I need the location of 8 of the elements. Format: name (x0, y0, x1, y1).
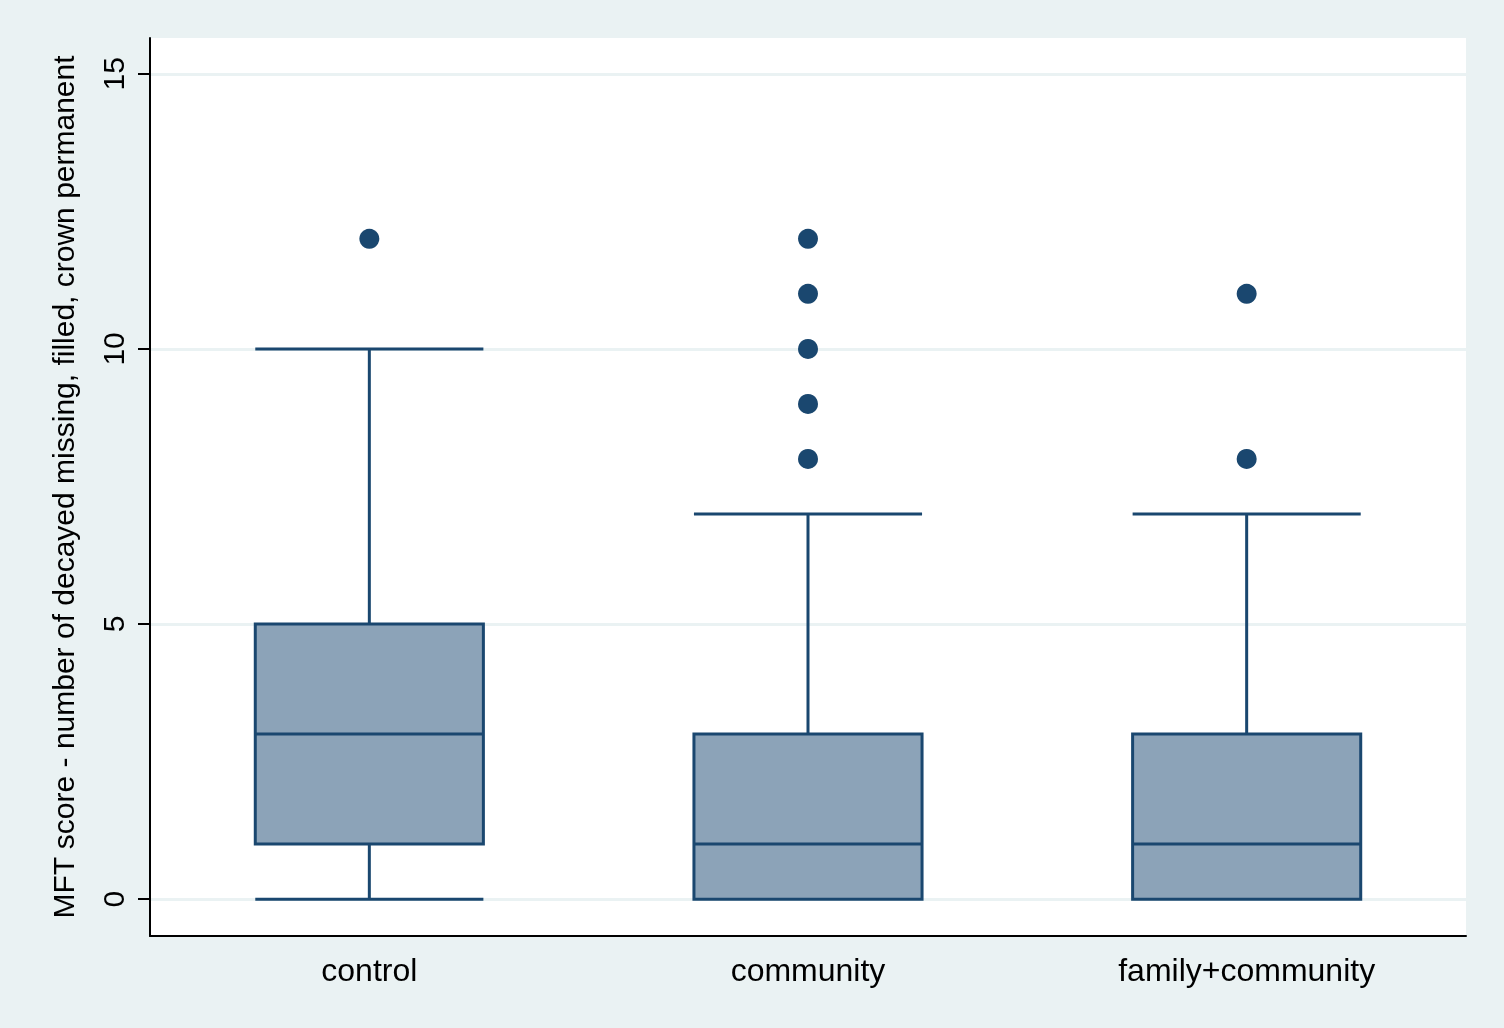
y-tick-label: 5 (96, 615, 130, 633)
y-tick-label: 10 (96, 332, 130, 366)
y-tick-label: 15 (96, 57, 130, 91)
y-tick-label: 0 (96, 890, 130, 908)
x-tick-label: family+community (1118, 952, 1376, 988)
x-tick-label: community (730, 952, 886, 988)
y-axis-title: MFT score - number of decayed missing, filled, crown permanent (46, 54, 80, 919)
x-tick-label: control (321, 952, 418, 988)
